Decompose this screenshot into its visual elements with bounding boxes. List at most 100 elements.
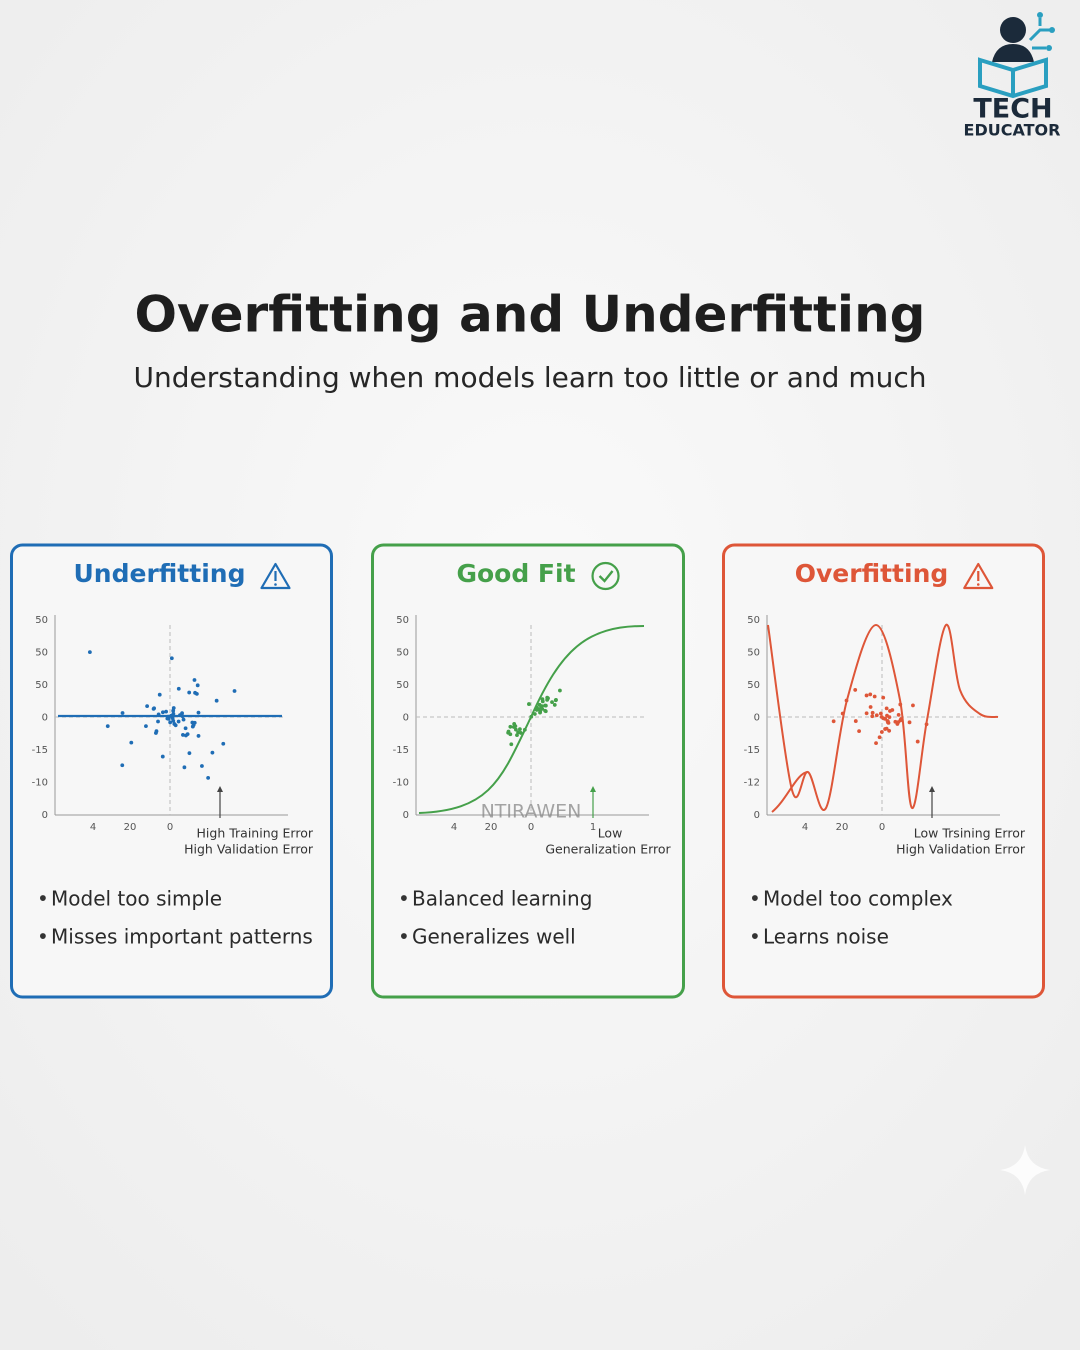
annotation: High Validation Error — [184, 842, 314, 857]
annotation: Low — [598, 826, 623, 841]
scatter-dot — [171, 711, 176, 716]
scatter-dot — [160, 710, 165, 715]
annotation: High Training Error — [197, 826, 314, 841]
scatter-dot — [844, 698, 849, 703]
bullet-marker: • — [749, 925, 761, 949]
scatter-dot — [515, 733, 519, 738]
scatter-dot — [221, 741, 226, 746]
bullet-text: Balanced learning — [412, 887, 592, 911]
scatter-dot — [878, 711, 883, 716]
scatter-dot — [192, 678, 197, 682]
y-tick-label: 0 — [403, 713, 409, 724]
bullet-text: Generalizes well — [412, 925, 576, 949]
scatter-dot — [879, 730, 884, 734]
scatter-dot — [156, 719, 160, 724]
panel-title: Good Fit — [456, 559, 575, 588]
y-tick-label: -10 — [393, 778, 409, 789]
y-tick-label: 0 — [42, 713, 48, 724]
annotation: Low Trsining Error — [914, 826, 1026, 841]
y-tick-label: -15 — [393, 745, 409, 756]
y-tick-label: 0 — [754, 713, 760, 724]
scatter-dot — [853, 719, 858, 723]
scatter-dot — [538, 710, 542, 715]
panel: Good Fit 50 50 50 0 -15 -10 0 4 20 0 1 LowGeneraliza… — [371, 543, 685, 999]
y-tick-label: 0 — [42, 810, 48, 821]
y-tick-label: 50 — [35, 680, 48, 691]
logo-line2: EDUCATOR — [964, 121, 1061, 140]
scatter-dot — [522, 727, 527, 732]
scatter-dot — [887, 728, 892, 733]
arrow-head — [929, 786, 935, 792]
y-tick-label: 50 — [35, 648, 48, 659]
y-tick-label: 50 — [747, 615, 760, 626]
panel-card — [10, 543, 333, 999]
scatter-dot — [893, 719, 898, 724]
scatter-dot — [168, 720, 173, 725]
scatter-dot — [171, 708, 176, 713]
warning-icon-dot — [976, 583, 980, 586]
panel-title: Underfitting — [74, 559, 246, 588]
scatter-dot — [552, 703, 557, 707]
y-tick-label: 50 — [396, 648, 409, 659]
sparkle — [1000, 1145, 1050, 1195]
y-tick-label: 50 — [747, 680, 760, 691]
scatter-dot — [853, 688, 858, 692]
scatter-dot — [511, 725, 516, 729]
scatter-dot — [232, 689, 237, 693]
scatter-dot — [529, 714, 534, 719]
scatter-dot — [924, 722, 929, 727]
fit-curve — [767, 623, 999, 812]
scatter-dot — [105, 724, 110, 729]
x-tick-label: 0 — [879, 822, 885, 833]
scatter-dot — [831, 719, 836, 724]
scatter-dot — [840, 711, 845, 716]
scatter-dot — [190, 724, 195, 729]
scatter-dot — [176, 686, 181, 691]
x-tick-label: 0 — [167, 822, 173, 833]
scatter-dot — [508, 732, 513, 737]
scatter-dot — [182, 765, 187, 770]
scatter-dot — [181, 717, 186, 722]
scatter-dot — [870, 710, 875, 715]
scatter-dot — [509, 742, 514, 747]
panel: Underfitting 50 50 50 0 -15 -10 0 4 20 0 High Train… — [10, 543, 333, 999]
scatter-dot — [144, 724, 148, 728]
scatter-dot — [532, 712, 537, 716]
scatter-dot — [857, 729, 861, 734]
logo: TECH EDUCATOR — [964, 12, 1061, 140]
arrow-head — [217, 786, 223, 792]
scatter-dot — [884, 706, 889, 711]
scatter-dot — [868, 705, 873, 709]
y-tick-label: 0 — [403, 810, 409, 821]
y-tick-label: -15 — [32, 745, 48, 756]
scatter-dot — [214, 698, 219, 703]
logo-line1: TECH — [973, 94, 1052, 125]
fit-curve-small — [771, 771, 809, 813]
scatter-dot — [171, 718, 176, 723]
scatter-dot — [864, 693, 869, 698]
scatter-dot — [152, 706, 157, 711]
scatter-dot — [172, 722, 177, 726]
bullet-marker: • — [37, 925, 49, 949]
arrow-head — [590, 786, 596, 792]
scatter-dot — [915, 739, 920, 744]
x-tick-label: 20 — [124, 822, 137, 833]
y-tick-label: 50 — [396, 680, 409, 691]
scatter-dot — [183, 726, 188, 731]
panel-card — [722, 543, 1045, 999]
x-tick-label: 0 — [528, 822, 534, 833]
bullet-text: Misses important patterns — [51, 925, 313, 949]
scatter-dot — [513, 727, 518, 732]
scatter-dot — [534, 708, 539, 712]
y-tick-label: 50 — [747, 648, 760, 659]
scatter-dot — [540, 697, 545, 702]
scatter-dot — [518, 731, 523, 735]
scatter-dot — [550, 700, 554, 705]
bullet-marker: • — [37, 887, 49, 911]
scatter-dot — [864, 711, 869, 716]
scatter-dot — [877, 735, 882, 740]
scatter-dot — [120, 763, 125, 768]
bullet-marker: • — [398, 925, 410, 949]
x-tick-label: 1 — [590, 822, 596, 833]
